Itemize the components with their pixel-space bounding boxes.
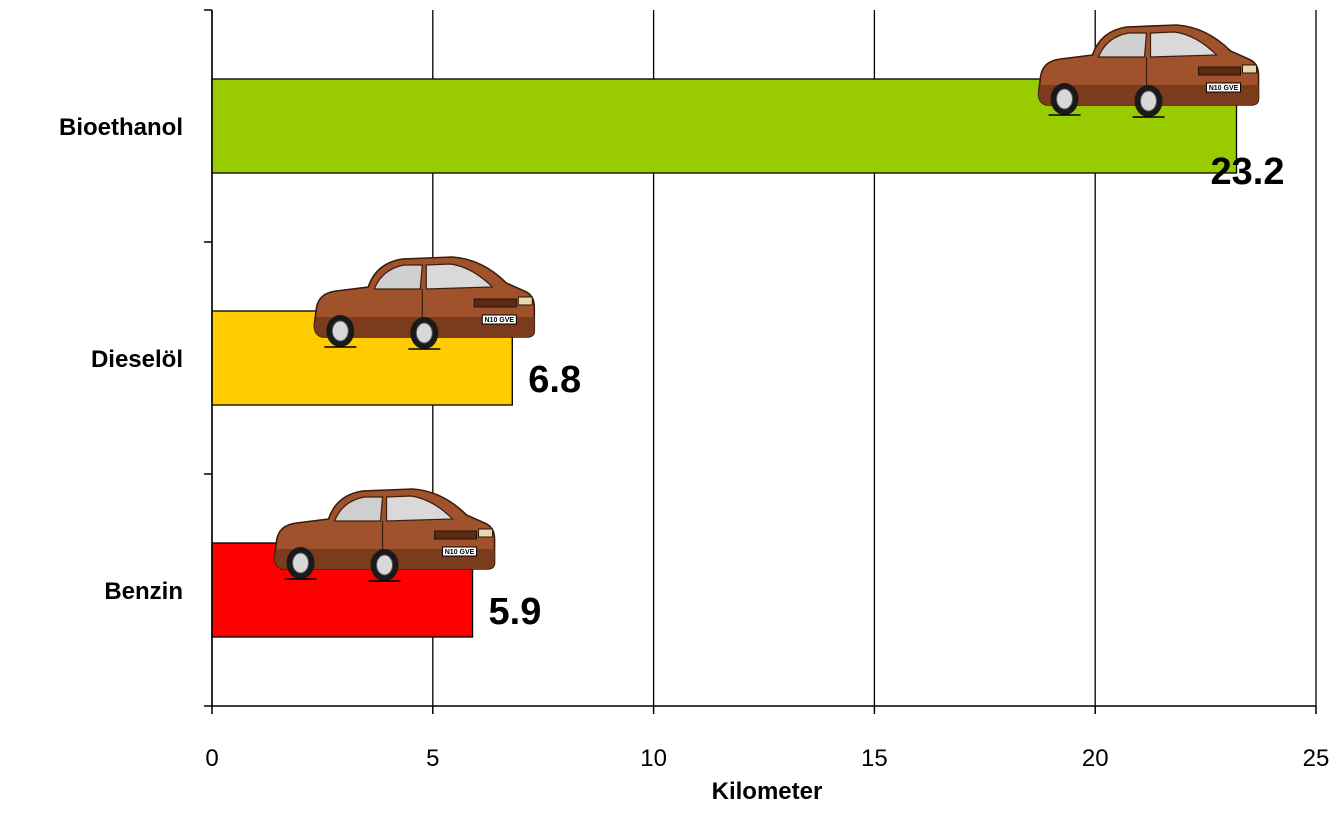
x-tick-label: 20 bbox=[1082, 745, 1109, 772]
car-icon: N10 GVE bbox=[1037, 24, 1260, 118]
value-label: 5.9 bbox=[489, 591, 542, 633]
value-label: 23.2 bbox=[1211, 151, 1285, 193]
x-tick-label: 0 bbox=[205, 745, 218, 772]
value-label: 6.8 bbox=[528, 359, 581, 401]
car-icon: N10 GVE bbox=[273, 488, 496, 582]
license-plate: N10 GVE bbox=[484, 317, 514, 324]
axes bbox=[204, 9, 1317, 714]
category-label: Benzin bbox=[104, 578, 183, 605]
x-tick-labels: 0 5 10 15 20 25 bbox=[205, 745, 1329, 772]
x-tick-label: 10 bbox=[640, 745, 667, 772]
license-plate: N10 GVE bbox=[445, 549, 475, 556]
category-label: Dieselöl bbox=[91, 346, 183, 373]
x-axis-title: Kilometer bbox=[712, 778, 823, 805]
category-label: Bioethanol bbox=[59, 114, 183, 141]
category-labels: Bioethanol Dieselöl Benzin bbox=[59, 114, 183, 605]
x-tick-label: 15 bbox=[861, 745, 888, 772]
car-icon: N10 GVE bbox=[313, 256, 536, 350]
car-icons: N10 GVE N10 GVE N10 GVE bbox=[273, 24, 1260, 582]
license-plate: N10 GVE bbox=[1209, 85, 1239, 92]
value-labels: 23.2 6.8 5.9 bbox=[489, 151, 1285, 633]
x-tick-label: 25 bbox=[1303, 745, 1330, 772]
x-tick-label: 5 bbox=[426, 745, 439, 772]
